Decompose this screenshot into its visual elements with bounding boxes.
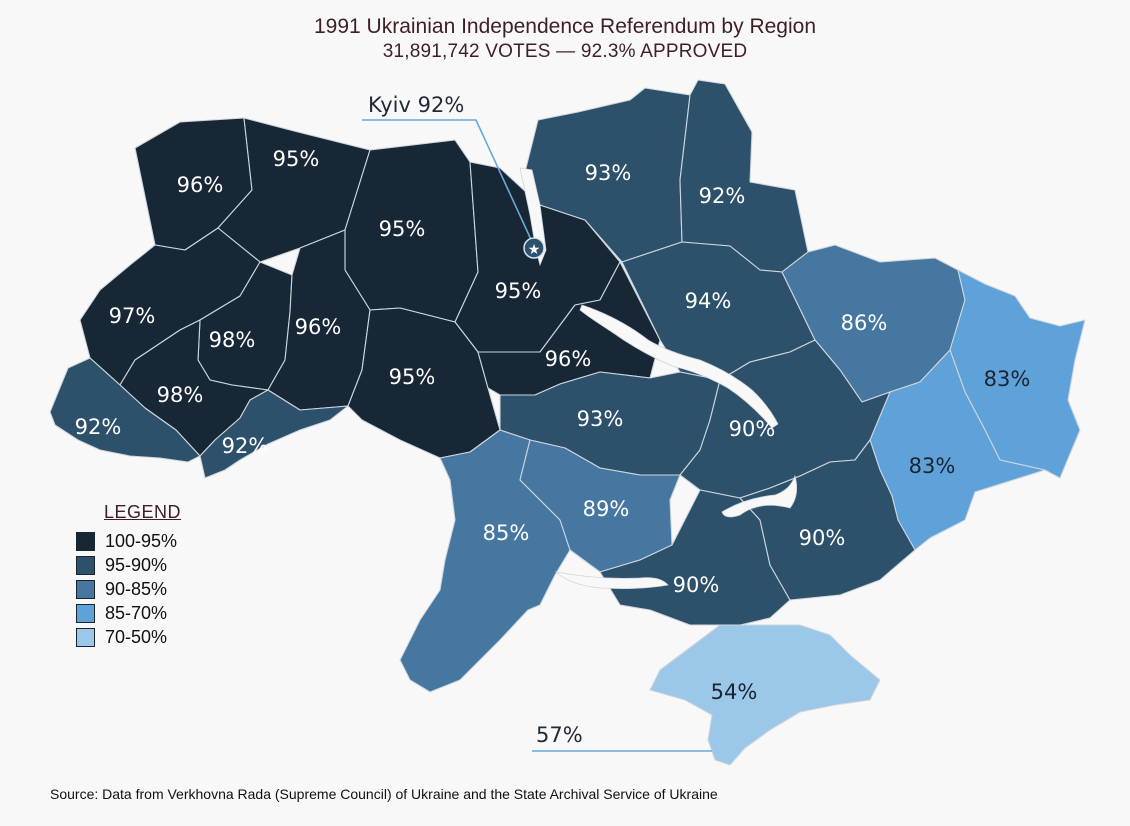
label-zaporizhzhia: 90% [799, 526, 846, 550]
label-rivne: 95% [273, 147, 320, 171]
label-chernihiv: 93% [585, 161, 632, 185]
legend-label: 95-90% [105, 554, 168, 575]
legend-item: 85-70% [76, 601, 181, 625]
region-zaporizhzhia [739, 439, 916, 601]
legend-swatch [76, 531, 95, 551]
legend-swatch [76, 579, 95, 599]
label-dnipropetrovsk: 90% [729, 417, 776, 441]
label-ternopil: 98% [209, 328, 256, 352]
regions-layer [49, 79, 1086, 766]
sevastopol-callout: 57% [532, 723, 712, 752]
legend-label: 70-50% [105, 626, 168, 647]
label-zakarpattia: 92% [75, 415, 122, 439]
label-cherkasy: 96% [545, 347, 592, 371]
label-volyn: 96% [177, 173, 224, 197]
region-labels: 96% 95% 95% 95% 93% 92% 97% 98% 96% 95% … [75, 147, 1031, 704]
label-khmelnytskyi: 96% [295, 315, 342, 339]
kyiv-star-icon: ★ [528, 242, 541, 258]
label-lviv: 97% [109, 304, 156, 328]
label-kirovohrad: 93% [577, 407, 624, 431]
legend-label: 90-85% [105, 578, 168, 599]
legend-swatch [76, 627, 95, 647]
legend-item: 95-90% [76, 553, 181, 577]
kyiv-callout: Kyiv 92% ★ [362, 93, 545, 259]
source-note: Source: Data from Verkhovna Rada (Suprem… [50, 786, 718, 802]
label-donetsk: 83% [909, 454, 956, 478]
map-title: 1991 Ukrainian Independence Referendum b… [313, 15, 816, 38]
legend-item: 70-50% [76, 625, 181, 649]
label-mykolaiv: 89% [583, 497, 630, 521]
kyiv-leader-line [362, 119, 535, 247]
label-kharkiv: 86% [841, 311, 888, 335]
legend-label: 85-70% [105, 602, 168, 623]
map-subtitle: 31,891,742 VOTES — 92.3% APPROVED [382, 41, 748, 62]
label-sumy: 92% [699, 184, 746, 208]
label-kherson: 90% [673, 573, 720, 597]
kyiv-callout-label: Kyiv 92% [368, 93, 464, 117]
legend: LEGEND 100-95% 95-90% 90-85% 85-70% 70-5… [76, 502, 181, 649]
legend-label: 100-95% [105, 530, 178, 551]
label-kyiv-oblast: 95% [495, 279, 542, 303]
region-zakarpattia [49, 357, 201, 463]
label-vinnytsia: 95% [389, 365, 436, 389]
legend-title: LEGEND [104, 502, 182, 522]
region-crimea [649, 624, 881, 766]
legend-swatch [76, 555, 95, 575]
label-poltava: 94% [685, 289, 732, 313]
label-crimea: 54% [711, 680, 758, 704]
region-chernivtsi [199, 389, 349, 479]
label-luhansk: 83% [984, 367, 1031, 391]
label-zhytomyr: 95% [379, 217, 426, 241]
legend-item: 90-85% [76, 577, 181, 601]
legend-item: 100-95% [76, 529, 181, 553]
dnipro-river [519, 167, 798, 589]
sevastopol-callout-label: 57% [536, 723, 583, 747]
title-block: 1991 Ukrainian Independence Referendum b… [0, 14, 1130, 64]
kyiv-city-marker [523, 237, 545, 259]
legend-swatch [76, 603, 95, 623]
label-chernivtsi: 92% [222, 434, 269, 458]
label-ivano-frankivsk: 98% [157, 383, 204, 407]
label-odesa: 85% [483, 521, 530, 545]
